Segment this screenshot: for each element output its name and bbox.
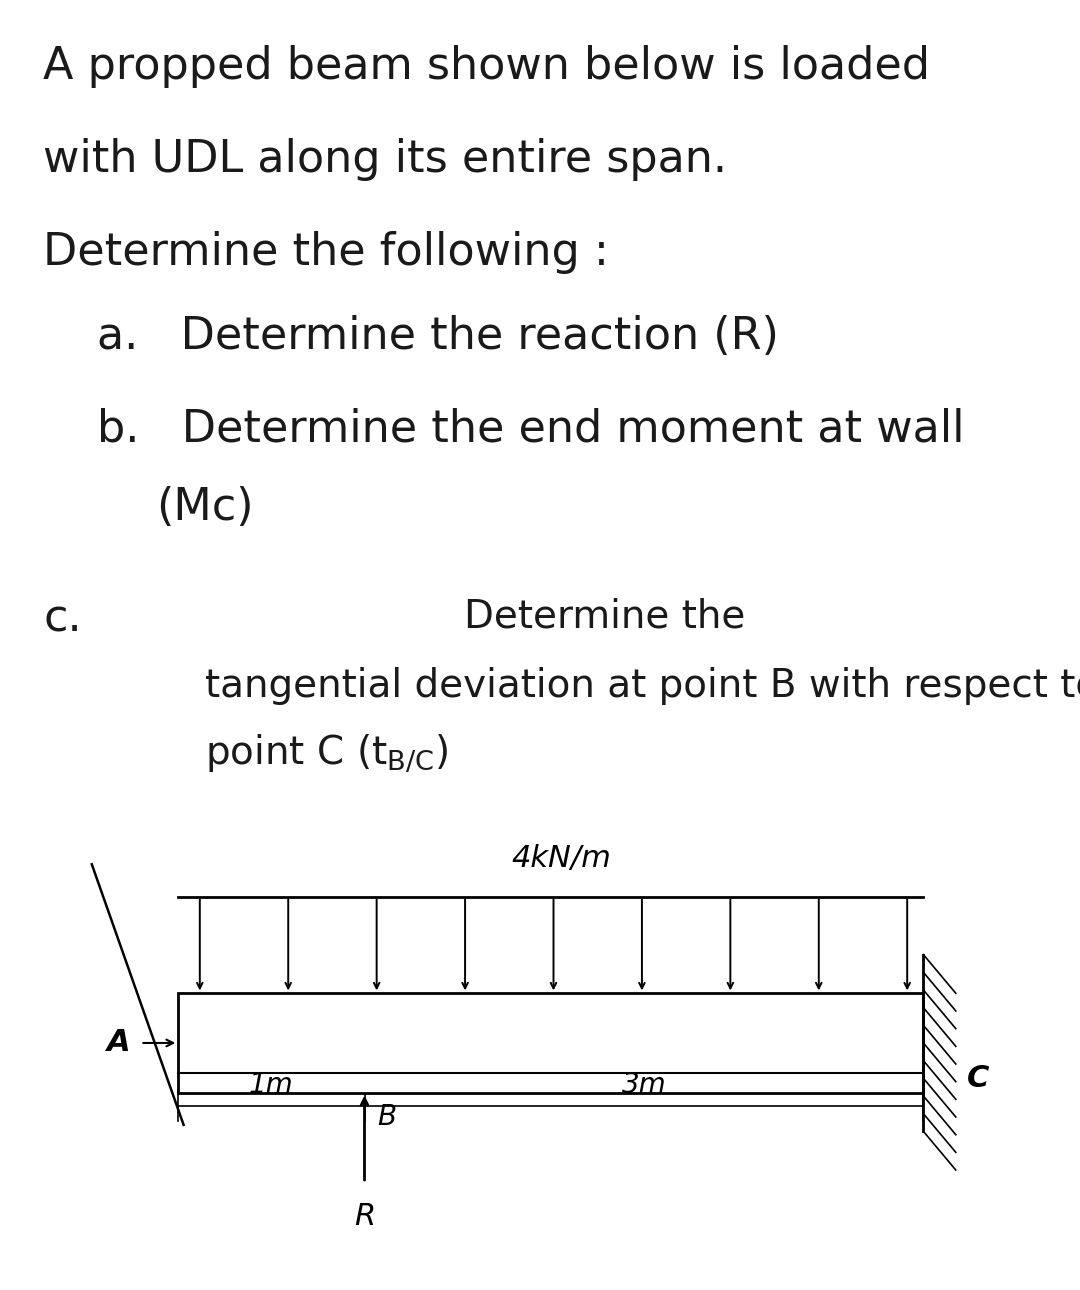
Text: 4kN/m: 4kN/m: [512, 845, 611, 873]
Text: tangential deviation at point B with respect to: tangential deviation at point B with res…: [205, 667, 1080, 706]
Text: 3m: 3m: [622, 1071, 666, 1099]
Text: B: B: [378, 1103, 396, 1131]
Text: Determine the: Determine the: [464, 597, 745, 636]
Bar: [178, 993, 923, 1093]
Text: C: C: [967, 1064, 989, 1093]
Text: Determine the following :: Determine the following :: [43, 231, 609, 273]
Text: A propped beam shown below is loaded: A propped beam shown below is loaded: [43, 45, 930, 88]
Text: with UDL along its entire span.: with UDL along its entire span.: [43, 138, 727, 181]
Text: R: R: [354, 1202, 375, 1231]
Text: (Mc): (Mc): [157, 486, 254, 529]
Text: 1m: 1m: [249, 1071, 294, 1099]
Text: point C (t$_{\mathregular{B/C}}$): point C (t$_{\mathregular{B/C}}$): [205, 733, 448, 774]
Text: c.: c.: [43, 597, 82, 641]
Text: b.   Determine the end moment at wall: b. Determine the end moment at wall: [97, 408, 964, 450]
Text: A: A: [107, 1028, 131, 1058]
Text: a.   Determine the reaction (R): a. Determine the reaction (R): [97, 315, 779, 357]
